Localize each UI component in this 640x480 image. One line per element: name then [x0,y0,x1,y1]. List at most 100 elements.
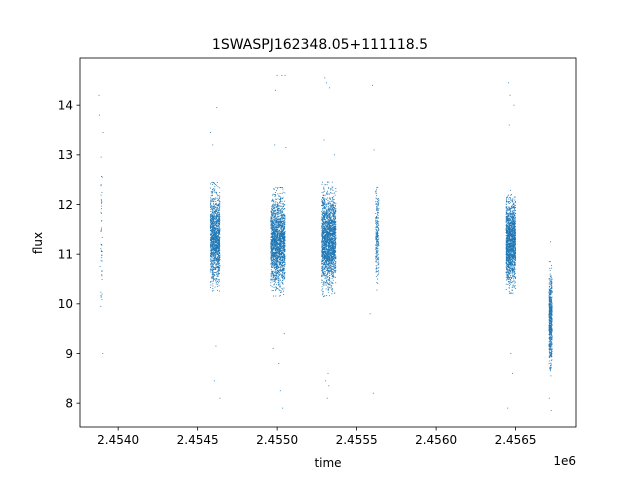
data-point [321,202,323,204]
data-point [279,289,281,291]
data-point [212,244,214,246]
data-point [327,233,329,235]
data-point [214,247,216,249]
data-point [331,203,333,205]
data-point [100,212,102,214]
data-point [324,226,326,228]
data-point [333,214,334,216]
data-point [280,253,282,255]
data-point [328,258,330,260]
data-point [283,251,285,253]
data-point [210,277,212,279]
data-point [332,225,334,227]
data-point [326,218,328,219]
data-point [283,242,285,244]
data-point [281,200,283,202]
data-point [322,252,324,254]
data-point [275,220,277,222]
data-point [329,217,331,219]
data-point [276,268,278,270]
data-point [216,217,218,219]
data-point [273,216,275,217]
data-point [325,260,326,262]
data-point [209,271,211,273]
data-point [101,202,103,204]
data-point [212,255,214,257]
data-point [333,249,335,251]
data-point [280,241,282,243]
data-point [211,205,213,207]
data-point [210,280,212,282]
data-point [323,258,325,260]
data-point [335,263,337,265]
data-point [273,295,274,297]
data-point [328,223,329,225]
data-point [279,255,281,257]
data-point [210,261,212,262]
data-point [326,226,328,228]
data-point [329,295,330,297]
data-point [212,279,214,281]
data-point [328,229,329,230]
data-point [274,205,276,206]
data-point [323,205,325,207]
data-point [216,197,218,199]
data-point [273,232,275,234]
data-point [332,228,334,230]
data-point [218,279,220,280]
data-point [280,221,282,223]
data-point [324,223,326,225]
data-point [325,243,327,245]
data-point [329,270,331,272]
data-point [326,259,328,261]
data-point [284,218,286,219]
data-point [214,243,216,245]
data-point [271,242,273,244]
data-point [210,257,212,259]
data-point [323,206,325,208]
data-point [215,225,217,226]
data-point [211,265,213,267]
data-point [279,285,281,287]
data-point [276,224,278,226]
data-point [329,262,331,264]
data-point [273,252,275,254]
data-point [215,221,217,223]
data-point [282,267,284,269]
data-point [218,273,220,274]
data-point [329,246,331,248]
data-point [216,253,218,255]
data-point [283,261,285,263]
data-point [329,242,331,244]
data-point [325,256,327,258]
data-point [328,239,330,241]
data-point [328,260,330,262]
data-point [215,244,217,246]
data-point [212,271,214,273]
data-point [278,231,280,233]
data-point [284,227,285,229]
data-point [284,256,286,258]
data-point [280,210,281,211]
data-point [213,258,215,260]
data-point [277,193,279,195]
data-point [277,239,279,240]
data-point [277,239,279,241]
data-point [332,271,334,273]
data-point [334,248,336,250]
data-point [217,249,219,251]
data-point [217,205,219,206]
data-point [270,251,272,253]
data-point [281,264,283,266]
data-point [323,246,325,248]
data-point [278,285,280,287]
data-point [211,192,213,194]
data-point [327,209,329,210]
data-point [271,228,273,230]
data-point [217,258,219,260]
data-point [325,259,327,261]
data-point [277,211,279,213]
data-point [212,251,214,253]
data-point [325,247,327,249]
data-point [271,253,273,255]
